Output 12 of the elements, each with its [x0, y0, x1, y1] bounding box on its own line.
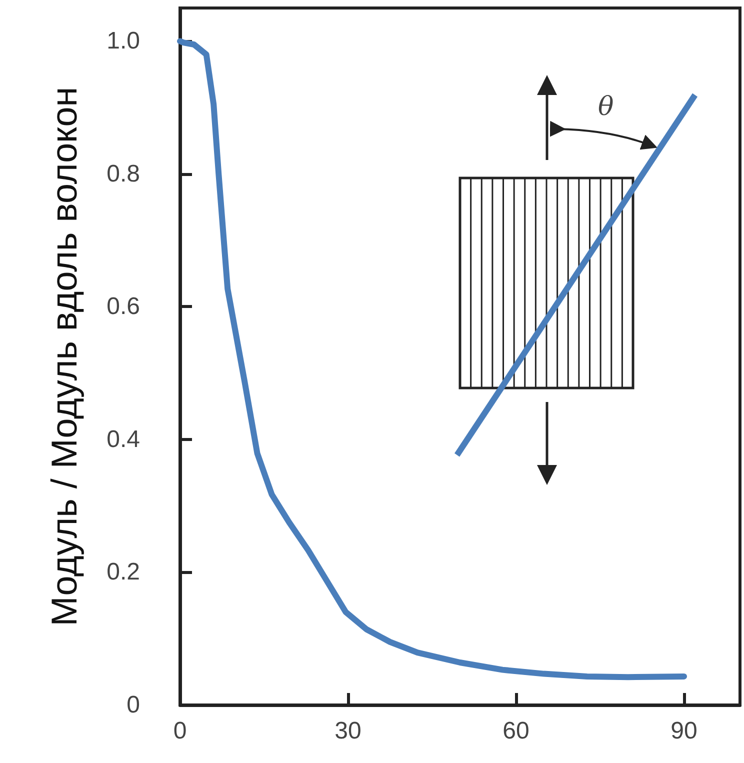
- x-tick-label: 0: [173, 718, 187, 744]
- x-tick-label: 60: [502, 718, 530, 744]
- y-tick-label: 0.4: [106, 426, 140, 453]
- y-axis-title: Модуль / Модуль вдоль волокон: [44, 86, 84, 626]
- y-tick-label: 1.0: [106, 28, 140, 55]
- y-tick-label: 0.6: [106, 293, 140, 320]
- x-tick-label: 30: [334, 718, 362, 744]
- y-tick-label: 0.8: [106, 160, 140, 188]
- annotation: θ: [598, 92, 614, 122]
- y-tick-label: 0: [126, 692, 140, 718]
- x-tick-label: 90: [670, 718, 698, 744]
- y-tick-label: 0.2: [106, 558, 140, 586]
